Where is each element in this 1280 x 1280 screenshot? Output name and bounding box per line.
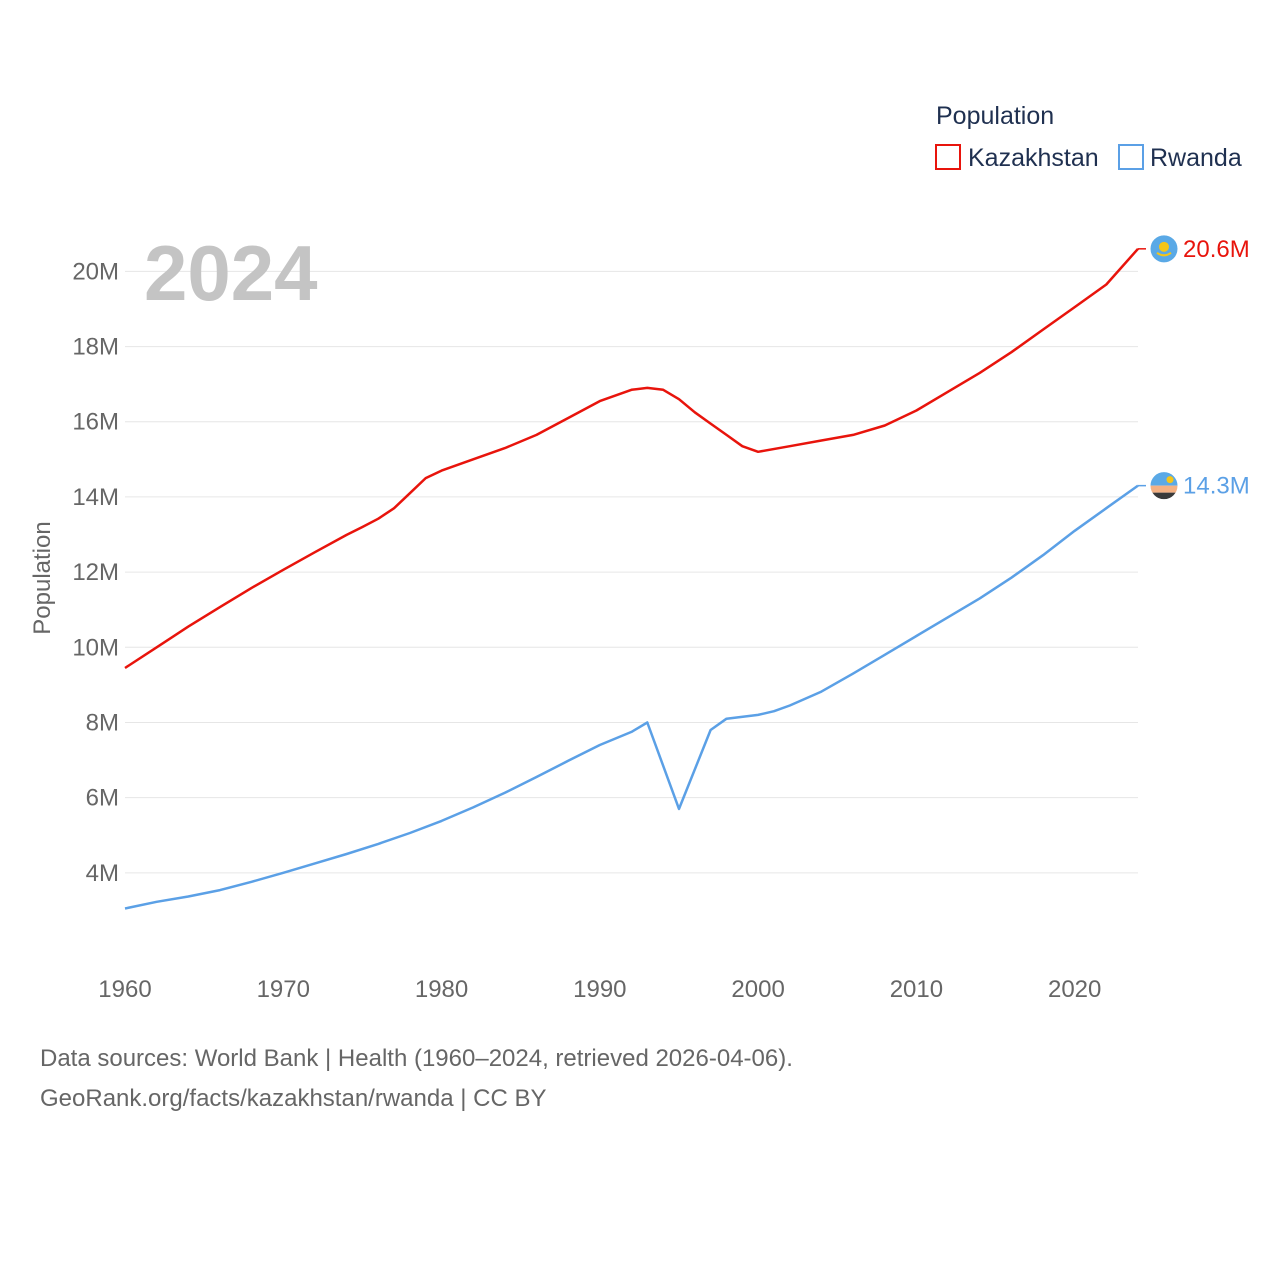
legend-item-kazakhstan[interactable]: Kazakhstan — [935, 144, 1099, 172]
legend-swatch-rwanda — [1118, 144, 1144, 170]
x-tick-label: 2020 — [1048, 976, 1101, 1003]
end-value-label-kazakhstan: 20.6M — [1183, 236, 1250, 263]
footer-attribution[interactable]: GeoRank.org/facts/kazakhstan/rwanda | CC… — [40, 1085, 547, 1112]
series-line-kazakhstan[interactable] — [124, 247, 1139, 670]
y-axis-label: Population — [29, 521, 56, 634]
y-tick-label: 12M — [72, 559, 119, 586]
series-line-rwanda[interactable] — [124, 484, 1139, 910]
x-tick-label: 2000 — [731, 976, 784, 1003]
x-tick-label: 1970 — [257, 976, 310, 1003]
end-value-label-rwanda: 14.3M — [1183, 473, 1250, 500]
x-tick-label: 1990 — [573, 976, 626, 1003]
y-tick-label: 16M — [72, 409, 119, 436]
y-tick-label: 4M — [86, 860, 119, 887]
kazakhstan-flag-icon — [1149, 234, 1179, 264]
gridlines — [125, 270, 1138, 874]
legend-title: Population — [936, 102, 1054, 130]
rwanda-flag-icon — [1149, 471, 1179, 501]
footer-sources: Data sources: World Bank | Health (1960–… — [40, 1045, 793, 1072]
x-tick-label: 1980 — [415, 976, 468, 1003]
x-axis-ticks: 1960 1970 1980 1990 2000 2010 2020 — [98, 976, 1101, 1003]
series-layer: 20.6M 14.3M — [124, 234, 1250, 910]
legend-label-kazakhstan: Kazakhstan — [968, 144, 1099, 172]
y-tick-label: 8M — [86, 709, 119, 736]
y-tick-label: 10M — [72, 634, 119, 661]
y-tick-label: 20M — [72, 258, 119, 285]
legend-item-rwanda[interactable]: Rwanda — [1118, 144, 1242, 172]
year-overlay: 2024 — [144, 229, 318, 317]
y-axis-ticks: 4M 6M 8M 10M 12M 14M 16M 18M 20M — [72, 258, 119, 886]
x-tick-label: 2010 — [890, 976, 943, 1003]
legend-swatch-kazakhstan — [935, 144, 961, 170]
y-tick-label: 6M — [86, 785, 119, 812]
y-tick-label: 18M — [72, 334, 119, 361]
legend-label-rwanda: Rwanda — [1150, 144, 1242, 172]
x-tick-label: 1960 — [98, 976, 151, 1003]
y-tick-label: 14M — [72, 484, 119, 511]
